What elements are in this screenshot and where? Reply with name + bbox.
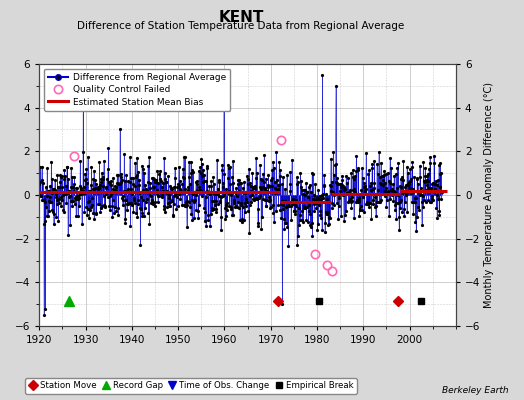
Legend: Difference from Regional Average, Quality Control Failed, Estimated Station Mean: Difference from Regional Average, Qualit… (44, 68, 231, 111)
Text: KENT: KENT (219, 10, 264, 25)
Text: Berkeley Earth: Berkeley Earth (442, 386, 508, 395)
Text: Difference of Station Temperature Data from Regional Average: Difference of Station Temperature Data f… (78, 21, 405, 31)
Legend: Station Move, Record Gap, Time of Obs. Change, Empirical Break: Station Move, Record Gap, Time of Obs. C… (25, 378, 357, 394)
Y-axis label: Monthly Temperature Anomaly Difference (°C): Monthly Temperature Anomaly Difference (… (485, 82, 495, 308)
